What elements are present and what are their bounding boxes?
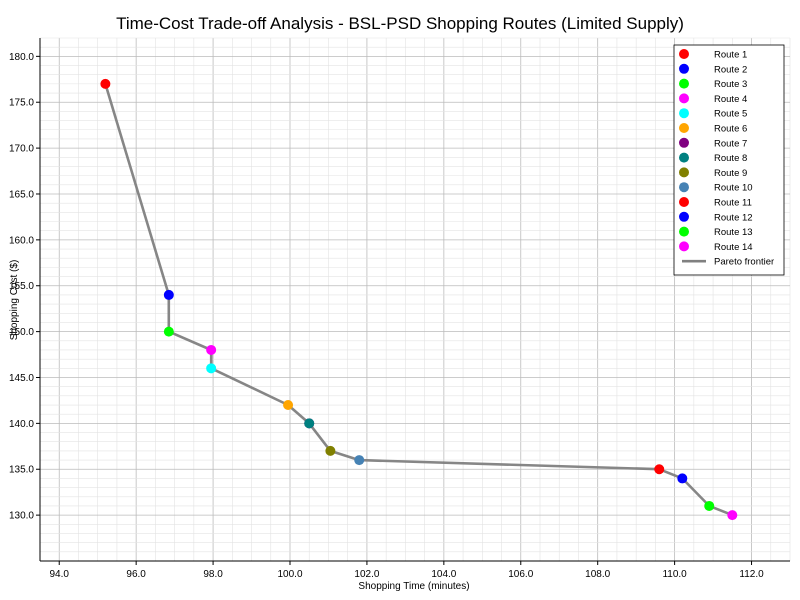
legend-marker — [679, 226, 689, 237]
legend-label: Route 12 — [714, 212, 753, 223]
y-tick-label: 135.0 — [9, 465, 34, 476]
data-points — [100, 78, 738, 521]
route-point-2 — [163, 289, 174, 300]
y-tick-label: 165.0 — [9, 189, 34, 200]
x-tick-label: 104.0 — [431, 569, 456, 580]
legend-marker — [679, 211, 689, 222]
x-tick-label: 106.0 — [508, 569, 533, 580]
chart-title: Time-Cost Trade-off Analysis - BSL-PSD S… — [116, 14, 684, 33]
legend-label: Pareto frontier — [714, 257, 774, 268]
legend-label: Route 4 — [714, 94, 747, 105]
legend-marker — [679, 241, 689, 252]
legend-marker — [679, 123, 689, 133]
route-point-14 — [727, 510, 738, 521]
y-tick-label: 155.0 — [9, 281, 34, 292]
route-point-12 — [677, 473, 688, 484]
legend-label: Route 8 — [714, 153, 747, 164]
legend-marker — [679, 63, 689, 74]
y-tick-label: 130.0 — [9, 511, 34, 522]
y-tick-label: 175.0 — [9, 98, 34, 109]
legend-marker — [679, 137, 689, 148]
route-point-11 — [654, 464, 665, 475]
y-tick-label: 150.0 — [9, 327, 34, 338]
route-point-10 — [354, 455, 365, 466]
legend-marker — [679, 78, 689, 89]
route-point-6 — [283, 400, 294, 411]
x-tick-label: 108.0 — [585, 569, 610, 580]
legend-label: Route 7 — [714, 138, 747, 149]
legend-label: Route 2 — [714, 64, 747, 75]
x-tick-label: 98.0 — [203, 569, 223, 580]
route-point-8 — [304, 418, 315, 429]
legend-box — [673, 44, 785, 276]
y-axis-label: Shopping Cost ($) — [9, 260, 20, 341]
legend-label: Route 9 — [714, 168, 747, 179]
route-point-13 — [704, 500, 715, 511]
route-point-9 — [325, 445, 336, 456]
legend-marker — [679, 49, 689, 59]
legend-marker — [679, 93, 689, 104]
x-tick-label: 100.0 — [277, 569, 302, 580]
legend-label: Route 10 — [714, 183, 753, 194]
legend-label: Route 13 — [714, 227, 753, 238]
x-tick-label: 94.0 — [49, 569, 69, 580]
x-axis-label: Shopping Time (minutes) — [358, 581, 469, 592]
route-point-3 — [163, 326, 174, 337]
x-tick-label: 102.0 — [354, 569, 379, 580]
y-tick-label: 170.0 — [9, 144, 34, 155]
pareto-frontier — [104, 83, 733, 517]
pareto-frontier-line — [104, 83, 733, 517]
legend-marker — [679, 182, 689, 193]
legend-label: Route 11 — [714, 198, 752, 209]
legend-marker — [679, 108, 689, 119]
tick-labels: 94.0 96.0 98.0 100.0 102.0 104.0 106.0 108.0 110… — [9, 52, 764, 580]
legend-label: Route 5 — [714, 109, 747, 120]
x-tick-label: 112.0 — [739, 569, 764, 580]
legend-label: Route 1 — [714, 50, 747, 61]
legend-label: Route 3 — [714, 79, 747, 90]
route-point-1 — [100, 78, 111, 89]
x-tick-label: 96.0 — [126, 569, 146, 580]
y-tick-label: 145.0 — [9, 373, 34, 384]
grid-lines — [40, 37, 791, 561]
legend: Route 1 Route 2 Route 3 Route 4 Route 5 Route… — [673, 44, 785, 276]
legend-marker — [679, 197, 689, 207]
legend-marker — [679, 167, 689, 178]
legend-label: Route 6 — [714, 124, 747, 135]
y-tick-label: 180.0 — [9, 52, 34, 63]
legend-label: Route 14 — [714, 242, 753, 253]
route-point-4 — [206, 344, 217, 355]
y-tick-label: 140.0 — [9, 419, 34, 430]
legend-marker — [679, 152, 689, 163]
axes — [39, 38, 790, 562]
y-tick-label: 160.0 — [9, 235, 34, 246]
route-point-5 — [206, 363, 217, 374]
x-tick-label: 110.0 — [662, 569, 687, 580]
